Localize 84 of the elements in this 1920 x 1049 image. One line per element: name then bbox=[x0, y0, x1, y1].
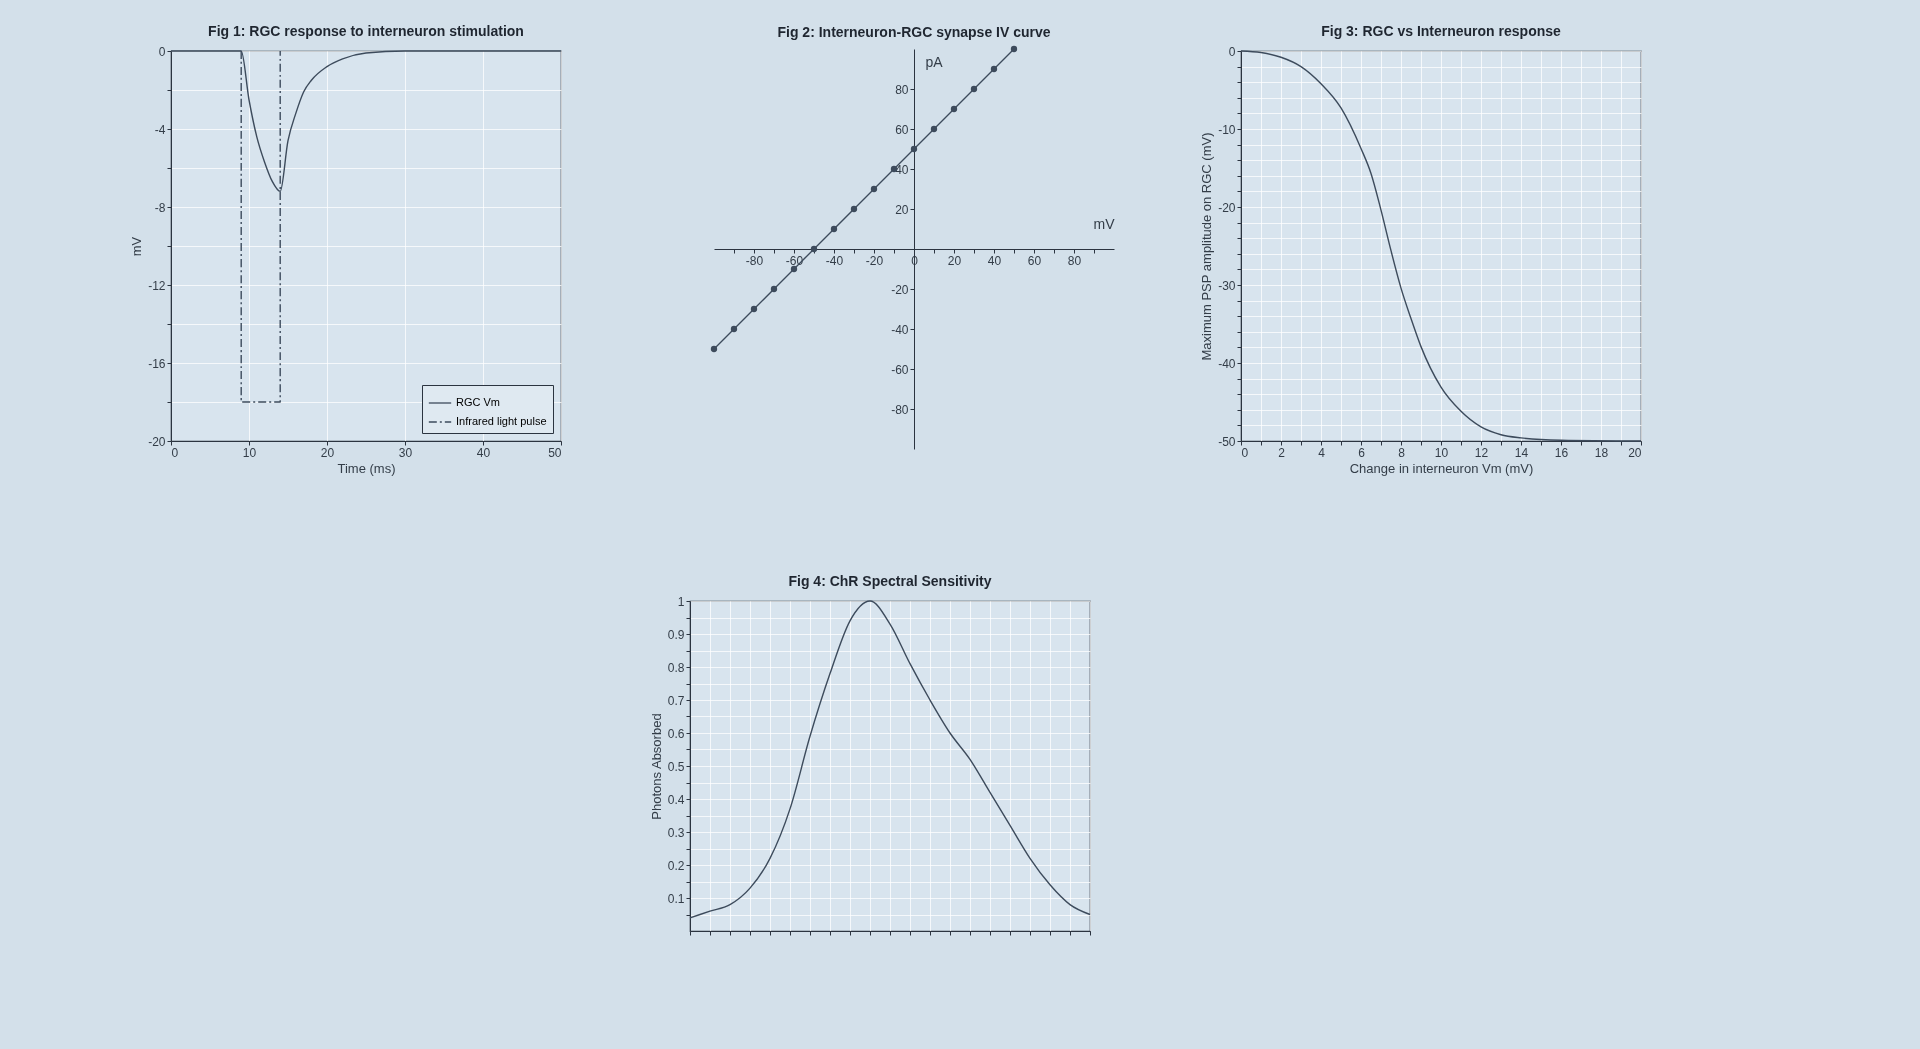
point bbox=[730, 325, 738, 333]
legend-label: RGC Vm bbox=[456, 396, 500, 408]
y-tick-label: -60 bbox=[891, 362, 909, 377]
x-tick-label: -80 bbox=[745, 253, 764, 268]
y-axis-title: Maximum PSP amplitude on RGC (mV) bbox=[1199, 132, 1215, 361]
y-tick-label: 0.6 bbox=[667, 726, 685, 741]
y-tick-label: 0 bbox=[158, 44, 166, 59]
y-axis-title: pA bbox=[925, 53, 944, 70]
chart-title: Fig 4: ChR Spectral Sensitivity bbox=[788, 573, 992, 589]
y-axis-title: mV bbox=[129, 236, 145, 257]
legend-label: Infrared light pulse bbox=[456, 415, 547, 427]
x-tick-label: -60 bbox=[785, 253, 804, 268]
y-tick-label: 0.5 bbox=[667, 759, 685, 774]
y-tick-label: -40 bbox=[1218, 356, 1236, 371]
point bbox=[970, 85, 978, 93]
x-tick-label: 6 bbox=[1358, 445, 1366, 460]
chart-title: Fig 3: RGC vs Interneuron response bbox=[1321, 23, 1562, 39]
y-tick-label: -20 bbox=[891, 282, 909, 297]
x-tick-label: 16 bbox=[1554, 445, 1569, 460]
y-tick-label: -16 bbox=[148, 356, 166, 371]
y-tick-label: -10 bbox=[1218, 122, 1236, 137]
point bbox=[930, 125, 938, 133]
x-tick-label: 10 bbox=[1434, 445, 1449, 460]
x-tick-label: -20 bbox=[865, 253, 884, 268]
x-tick-label: 40 bbox=[476, 445, 491, 460]
y-tick-label: 0 bbox=[1228, 44, 1236, 59]
point bbox=[830, 225, 838, 233]
chart-title: Fig 1: RGC response to interneuron stimulation bbox=[208, 23, 524, 39]
chart-title: Fig 2: Interneuron-RGC synapse IV curve bbox=[777, 23, 1051, 40]
point bbox=[810, 245, 818, 253]
x-tick-label: 20 bbox=[320, 445, 335, 460]
y-tick-label: -30 bbox=[1218, 278, 1236, 293]
x-tick-label: 2 bbox=[1278, 445, 1286, 460]
x-axis-title: Change in interneuron Vm (mV) bbox=[1349, 460, 1534, 476]
y-tick-label: -80 bbox=[891, 402, 909, 417]
point bbox=[790, 265, 798, 273]
x-tick-label: 0 bbox=[171, 445, 179, 460]
x-axis-title: mV bbox=[1093, 215, 1116, 232]
y-tick-label: 0.1 bbox=[667, 891, 685, 906]
x-tick-label: 30 bbox=[398, 445, 413, 460]
y-tick-label: 0.7 bbox=[667, 693, 685, 708]
y-tick-label: 0.3 bbox=[667, 825, 685, 840]
x-tick-label: 80 bbox=[1067, 253, 1082, 268]
x-tick-label: 14 bbox=[1514, 445, 1529, 460]
x-tick-label: 0 bbox=[1241, 445, 1249, 460]
y-tick-label: -4 bbox=[154, 122, 166, 137]
point bbox=[710, 345, 718, 353]
x-tick-label: 50 bbox=[548, 445, 562, 460]
x-tick-label: 10 bbox=[242, 445, 257, 460]
x-tick-label: 20 bbox=[947, 253, 962, 268]
x-tick-label: 40 bbox=[987, 253, 1002, 268]
point bbox=[750, 305, 758, 313]
x-tick-label: 8 bbox=[1398, 445, 1406, 460]
y-tick-label: -20 bbox=[1218, 200, 1236, 215]
point bbox=[1010, 45, 1018, 53]
y-tick-label: -50 bbox=[1218, 434, 1236, 449]
y-tick-label: 1 bbox=[677, 594, 685, 609]
y-tick-label: 20 bbox=[895, 202, 909, 217]
y-tick-label: 60 bbox=[895, 122, 909, 137]
point bbox=[870, 185, 878, 193]
point bbox=[910, 145, 918, 153]
y-tick-label: 0.4 bbox=[667, 792, 685, 807]
y-axis-title: Photons Absorbed bbox=[648, 713, 664, 820]
point bbox=[850, 205, 858, 213]
line-series bbox=[1240, 50, 1642, 442]
y-tick-label: -20 bbox=[148, 434, 166, 449]
x-tick-label: 18 bbox=[1594, 445, 1609, 460]
y-tick-label: 40 bbox=[895, 162, 909, 177]
y-tick-label: -40 bbox=[891, 322, 909, 337]
point bbox=[990, 65, 998, 73]
y-tick-label: 0.2 bbox=[667, 858, 685, 873]
x-tick-label: 20 bbox=[1628, 445, 1642, 460]
x-axis-title: Time (ms) bbox=[337, 460, 396, 476]
point bbox=[770, 285, 778, 293]
y-tick-label: 0.8 bbox=[667, 660, 685, 675]
x-tick-label: -40 bbox=[825, 253, 844, 268]
y-tick-label: -12 bbox=[148, 278, 166, 293]
point bbox=[950, 105, 958, 113]
y-tick-label: -8 bbox=[154, 200, 166, 215]
y-tick-label: 80 bbox=[895, 82, 909, 97]
y-tick-label: 0.9 bbox=[667, 627, 685, 642]
x-tick-label: 60 bbox=[1027, 253, 1042, 268]
x-tick-label: 4 bbox=[1318, 445, 1326, 460]
x-tick-label: 12 bbox=[1474, 445, 1489, 460]
